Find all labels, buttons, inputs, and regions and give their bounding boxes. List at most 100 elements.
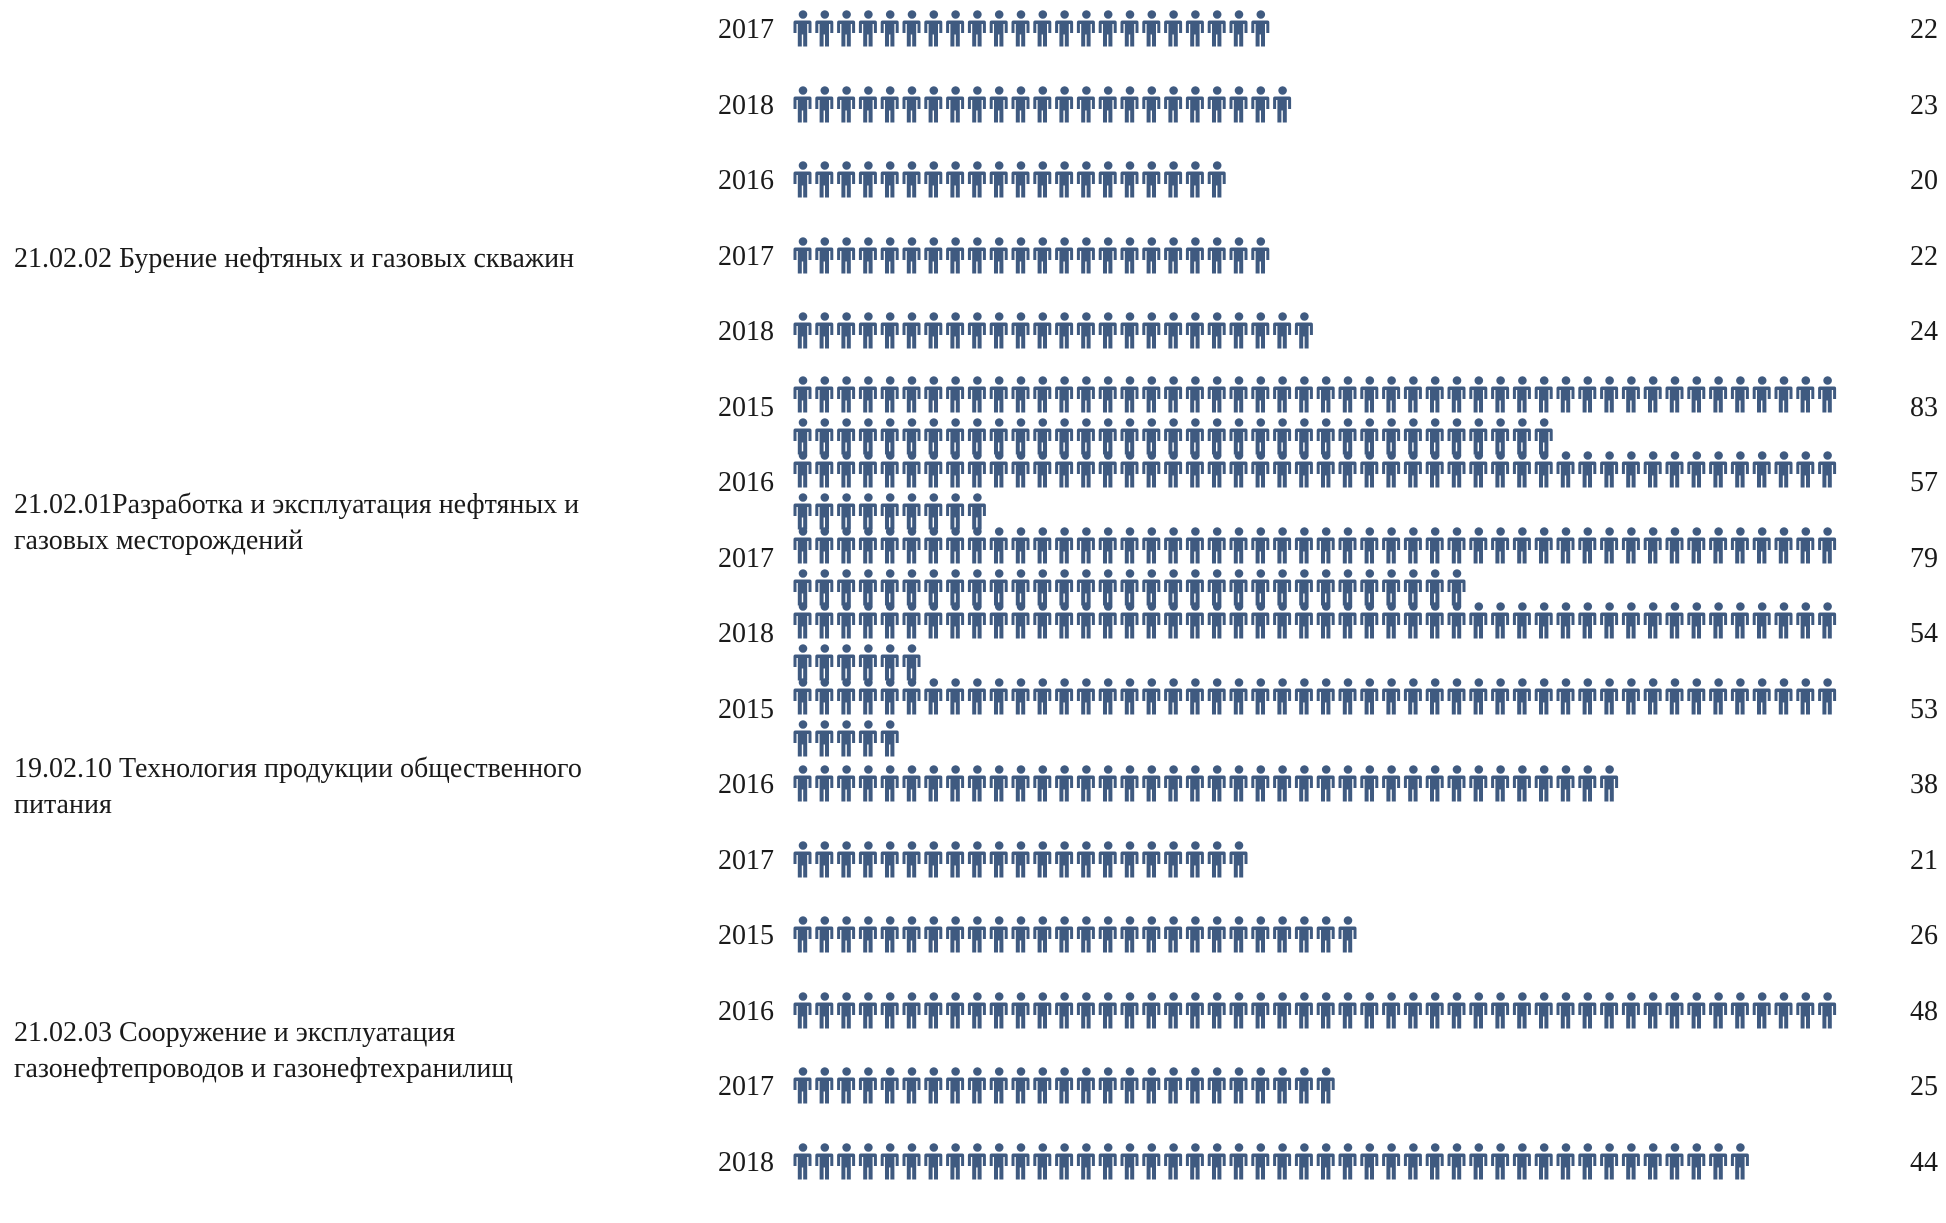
person-icon <box>1033 677 1052 714</box>
person-icon <box>1033 765 1052 802</box>
person-icon <box>815 765 834 802</box>
person-icon <box>815 10 834 47</box>
person-icon <box>1643 602 1662 639</box>
person-icon <box>1185 991 1204 1028</box>
person-icon <box>1316 602 1335 639</box>
person-icon <box>793 644 812 681</box>
person-icon <box>1491 1142 1510 1179</box>
person-icon <box>1164 451 1183 488</box>
person-icon <box>1055 417 1074 454</box>
person-icon <box>1098 85 1117 122</box>
person-icon <box>946 312 965 349</box>
person-icon <box>1011 1142 1030 1179</box>
person-icon <box>858 568 877 605</box>
person-icon <box>880 568 899 605</box>
person-icon <box>1425 375 1444 412</box>
person-icon <box>1273 602 1292 639</box>
person-icon <box>815 677 834 714</box>
person-icon <box>924 312 943 349</box>
person-icon <box>1338 765 1357 802</box>
person-icon <box>880 85 899 122</box>
person-icon <box>989 526 1008 563</box>
person-icon <box>1621 1142 1640 1179</box>
person-icon <box>989 312 1008 349</box>
person-icon <box>837 493 856 530</box>
person-icon <box>1316 526 1335 563</box>
person-icon <box>880 526 899 563</box>
person-icon <box>1643 375 1662 412</box>
person-icon <box>946 85 965 122</box>
person-icon <box>1425 1142 1444 1179</box>
pictogram-row <box>793 85 1874 130</box>
person-icon <box>967 991 986 1028</box>
person-icon <box>1076 840 1095 877</box>
person-icon <box>1055 765 1074 802</box>
person-icon <box>1556 375 1575 412</box>
year-label: 2018 <box>718 618 774 649</box>
person-icon <box>1164 312 1183 349</box>
person-icon <box>837 991 856 1028</box>
person-icon <box>1338 991 1357 1028</box>
person-icon <box>1709 526 1728 563</box>
pictogram-row <box>793 451 1874 530</box>
person-icon <box>1120 526 1139 563</box>
person-icon <box>1447 451 1466 488</box>
person-icon <box>1818 677 1837 714</box>
person-icon <box>902 991 921 1028</box>
person-icon <box>793 602 812 639</box>
person-icon <box>1360 1142 1379 1179</box>
person-icon <box>1229 375 1248 412</box>
person-icon <box>1512 602 1531 639</box>
person-icon <box>989 451 1008 488</box>
person-icon <box>1338 568 1357 605</box>
person-icon <box>1229 602 1248 639</box>
person-icon <box>1055 677 1074 714</box>
person-icon <box>1491 451 1510 488</box>
person-icon <box>880 644 899 681</box>
person-icon <box>837 10 856 47</box>
person-icon <box>815 568 834 605</box>
person-icon <box>1076 451 1095 488</box>
person-icon <box>1011 526 1030 563</box>
person-icon <box>946 526 965 563</box>
person-icon <box>1643 451 1662 488</box>
person-icon <box>1294 568 1313 605</box>
person-icon <box>1578 526 1597 563</box>
person-icon <box>858 916 877 953</box>
person-icon <box>1338 526 1357 563</box>
person-icon <box>1447 375 1466 412</box>
pictogram-row <box>793 840 1874 885</box>
person-icon <box>1730 991 1749 1028</box>
person-icon <box>1491 526 1510 563</box>
person-icon <box>946 375 965 412</box>
person-icon <box>837 840 856 877</box>
value-label: 26 <box>1910 920 1938 951</box>
person-icon <box>989 602 1008 639</box>
person-icon <box>1142 236 1161 273</box>
person-icon <box>1774 602 1793 639</box>
person-icon <box>1251 568 1270 605</box>
pictogram-svg <box>793 1142 1749 1179</box>
person-icon <box>1142 1067 1161 1104</box>
person-icon <box>1011 568 1030 605</box>
value-label: 38 <box>1910 769 1938 800</box>
person-icon <box>1643 677 1662 714</box>
person-icon <box>1055 840 1074 877</box>
person-icon <box>1142 765 1161 802</box>
person-icon <box>924 161 943 198</box>
person-icon <box>858 312 877 349</box>
person-icon <box>902 1067 921 1104</box>
pictogram-svg <box>793 236 1270 273</box>
person-icon <box>1098 526 1117 563</box>
person-icon <box>924 840 943 877</box>
person-icon <box>924 568 943 605</box>
person-icon <box>815 602 834 639</box>
person-icon <box>793 161 812 198</box>
person-icon <box>1643 991 1662 1028</box>
person-icon <box>1294 916 1313 953</box>
pictogram-row <box>793 991 1874 1036</box>
person-icon <box>1164 991 1183 1028</box>
person-icon <box>946 840 965 877</box>
person-icon <box>1469 991 1488 1028</box>
person-icon <box>1752 451 1771 488</box>
